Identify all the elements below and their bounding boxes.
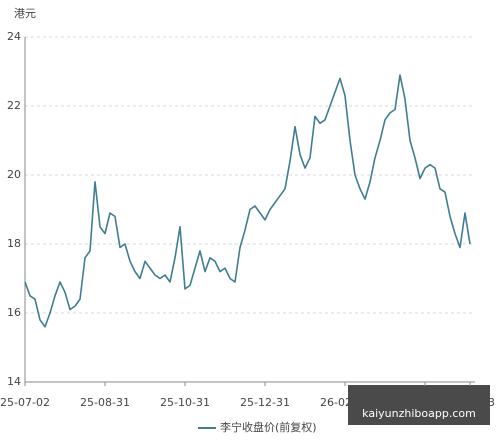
y-tick-label: 18 (7, 237, 21, 250)
watermark: kaiyunzhiboapp.com (362, 407, 476, 420)
price-line (24, 74, 471, 328)
x-tick-label: 25-08-31 (80, 396, 130, 409)
x-tick-label: 25-12-31 (240, 396, 290, 409)
y-tick-label: 22 (7, 99, 21, 112)
y-tick-label: 20 (7, 168, 21, 181)
y-tick-label: 24 (7, 30, 21, 43)
x-tick-label: 25-10-31 (160, 396, 210, 409)
y-tick-label: 16 (7, 306, 21, 319)
watermark-box (348, 385, 490, 425)
legend-label: 李宁收盘价(前复权) (220, 420, 317, 434)
x-tick-label: 25-07-02 (0, 396, 50, 409)
y-tick-label: 14 (7, 375, 21, 388)
y-unit: 港元 (14, 7, 36, 20)
